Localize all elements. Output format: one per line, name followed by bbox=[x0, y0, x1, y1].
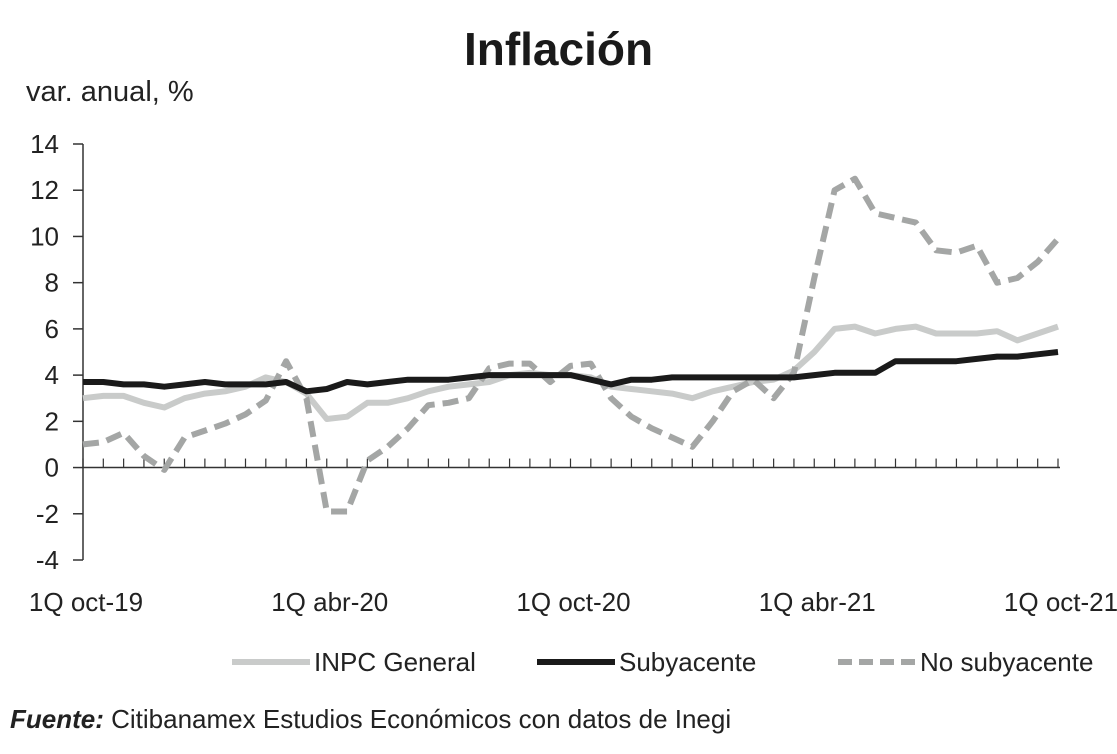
x-tick-label: 1Q oct-19 bbox=[29, 587, 143, 617]
y-tick-label: 14 bbox=[30, 129, 59, 159]
x-tick-label: 1Q oct-20 bbox=[516, 587, 630, 617]
source-note: Fuente: Citibanamex Estudios Económicos … bbox=[10, 704, 731, 735]
y-tick-label: -4 bbox=[36, 545, 59, 575]
legend-label: No subyacente bbox=[920, 647, 1093, 677]
legend: INPC General Subyacente No subyacente bbox=[232, 647, 1093, 677]
series-line-subyacente bbox=[83, 349, 1059, 395]
legend-label: INPC General bbox=[314, 647, 476, 677]
series-line-no-subyacente bbox=[82, 175, 1061, 515]
x-tick-label: 1Q abr-21 bbox=[759, 587, 876, 617]
source-label: Fuente: bbox=[10, 704, 104, 734]
line-chart: -4 -2 0 2 4 6 8 10 12 14 1Q oct-19 1Q abr-20 1Q oct-… bbox=[29, 129, 1117, 677]
x-tick-label: 1Q abr-20 bbox=[271, 587, 388, 617]
axes: -4 -2 0 2 4 6 8 10 12 14 1Q oct-19 1Q abr-20 1Q oct-… bbox=[29, 129, 1117, 617]
series-layer bbox=[82, 175, 1061, 515]
y-tick-label: 10 bbox=[30, 221, 59, 251]
source-text: Citibanamex Estudios Económicos con dato… bbox=[103, 704, 732, 734]
y-tick-label: 0 bbox=[45, 453, 59, 483]
chart-title: Inflación bbox=[463, 23, 654, 75]
legend-label: Subyacente bbox=[619, 647, 756, 677]
y-axis-label: var. anual, % bbox=[26, 76, 194, 108]
y-tick-label: 4 bbox=[45, 360, 59, 390]
y-tick-label: 2 bbox=[45, 406, 59, 436]
y-tick-label: -2 bbox=[36, 499, 59, 529]
x-tick-label: 1Q oct-21 bbox=[1004, 587, 1117, 617]
y-tick-label: 12 bbox=[30, 175, 59, 205]
y-tick-label: 6 bbox=[45, 314, 59, 344]
y-tick-label: 8 bbox=[45, 268, 59, 298]
